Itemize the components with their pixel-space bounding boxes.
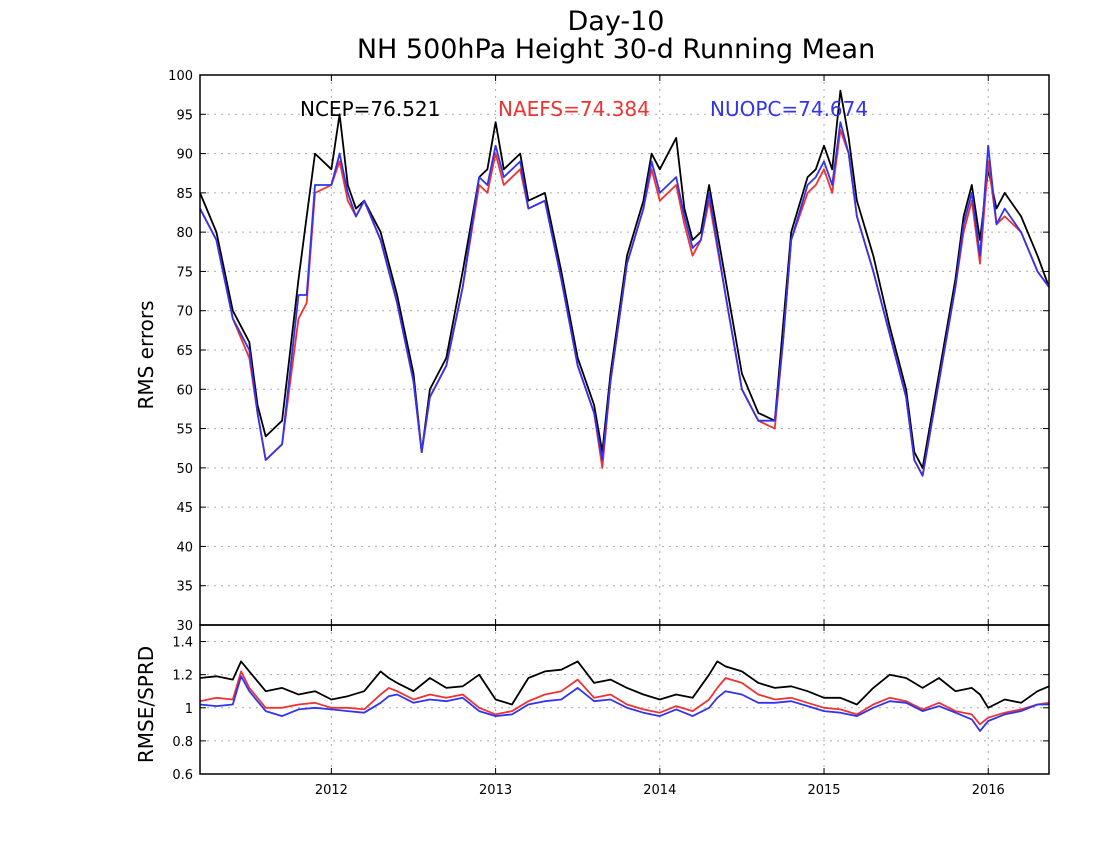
lower-series-ncep: [199, 660, 1050, 709]
lower-xtick-label: 2015: [807, 783, 840, 798]
legend-nuopc: NUOPC=74.674: [710, 97, 868, 121]
upper-ytick-label: 35: [176, 580, 193, 595]
upper-ytick-label: 90: [176, 148, 193, 163]
upper-series-ncep: [199, 89, 1050, 469]
legend-naefs: NAEFS=74.384: [498, 97, 650, 121]
upper-ytick-label: 70: [176, 305, 193, 320]
lower-xtick-label: 2014: [643, 783, 676, 798]
upper-ytick-label: 100: [168, 69, 193, 84]
upper-y-axis-label: RMS errors: [134, 300, 158, 409]
upper-ytick-label: 65: [176, 344, 193, 359]
upper-ytick-label: 95: [176, 108, 193, 123]
chart-title-line2: NH 500hPa Height 30-d Running Mean: [357, 34, 875, 65]
upper-ytick-label: 85: [176, 187, 193, 202]
legend-ncep: NCEP=76.521: [300, 97, 440, 121]
lower-ytick-label: 1.4: [172, 636, 193, 651]
plot-area-group: 30 35 40 45 50 55 60 65 70 75 80 85 90 95 100 RMS error…: [134, 69, 1050, 798]
lower-ytick-label: 0.8: [172, 735, 193, 750]
lower-xtick-label: 2013: [479, 783, 512, 798]
lower-series-naefs: [199, 670, 1050, 726]
lower-ytick-label: 0.6: [172, 768, 193, 783]
lower-y-axis-label: RMSE/SPRD: [134, 646, 158, 763]
upper-ytick-label: 80: [176, 226, 193, 241]
lower-panel: 0.6 0.8 1 1.2 1.4 2012 2013 2014 2015 2016 RMSE/SP…: [134, 624, 1050, 798]
upper-series-naefs: [199, 129, 1050, 477]
lower-ytick-label: 1: [185, 702, 193, 717]
upper-ytick-label: 40: [176, 540, 193, 555]
chart-title-line1: Day-10: [568, 6, 665, 37]
lower-ytick-label: 1.2: [172, 669, 193, 684]
lower-plot-frame: [199, 624, 1050, 775]
upper-ytick-label: 45: [176, 501, 193, 516]
lower-series-nuopc: [199, 675, 1049, 732]
upper-ytick-label: 75: [176, 265, 193, 280]
upper-panel: 30 35 40 45 50 55 60 65 70 75 80 85 90 95 100 RMS error…: [134, 69, 1050, 634]
upper-ytick-label: 30: [176, 619, 193, 634]
upper-series-nuopc: [199, 121, 1050, 477]
upper-ytick-label: 60: [176, 383, 193, 398]
upper-ytick-label: 50: [176, 462, 193, 477]
upper-ytick-label: 55: [176, 423, 193, 438]
lower-xtick-label: 2012: [315, 783, 348, 798]
lower-xtick-label: 2016: [972, 783, 1005, 798]
